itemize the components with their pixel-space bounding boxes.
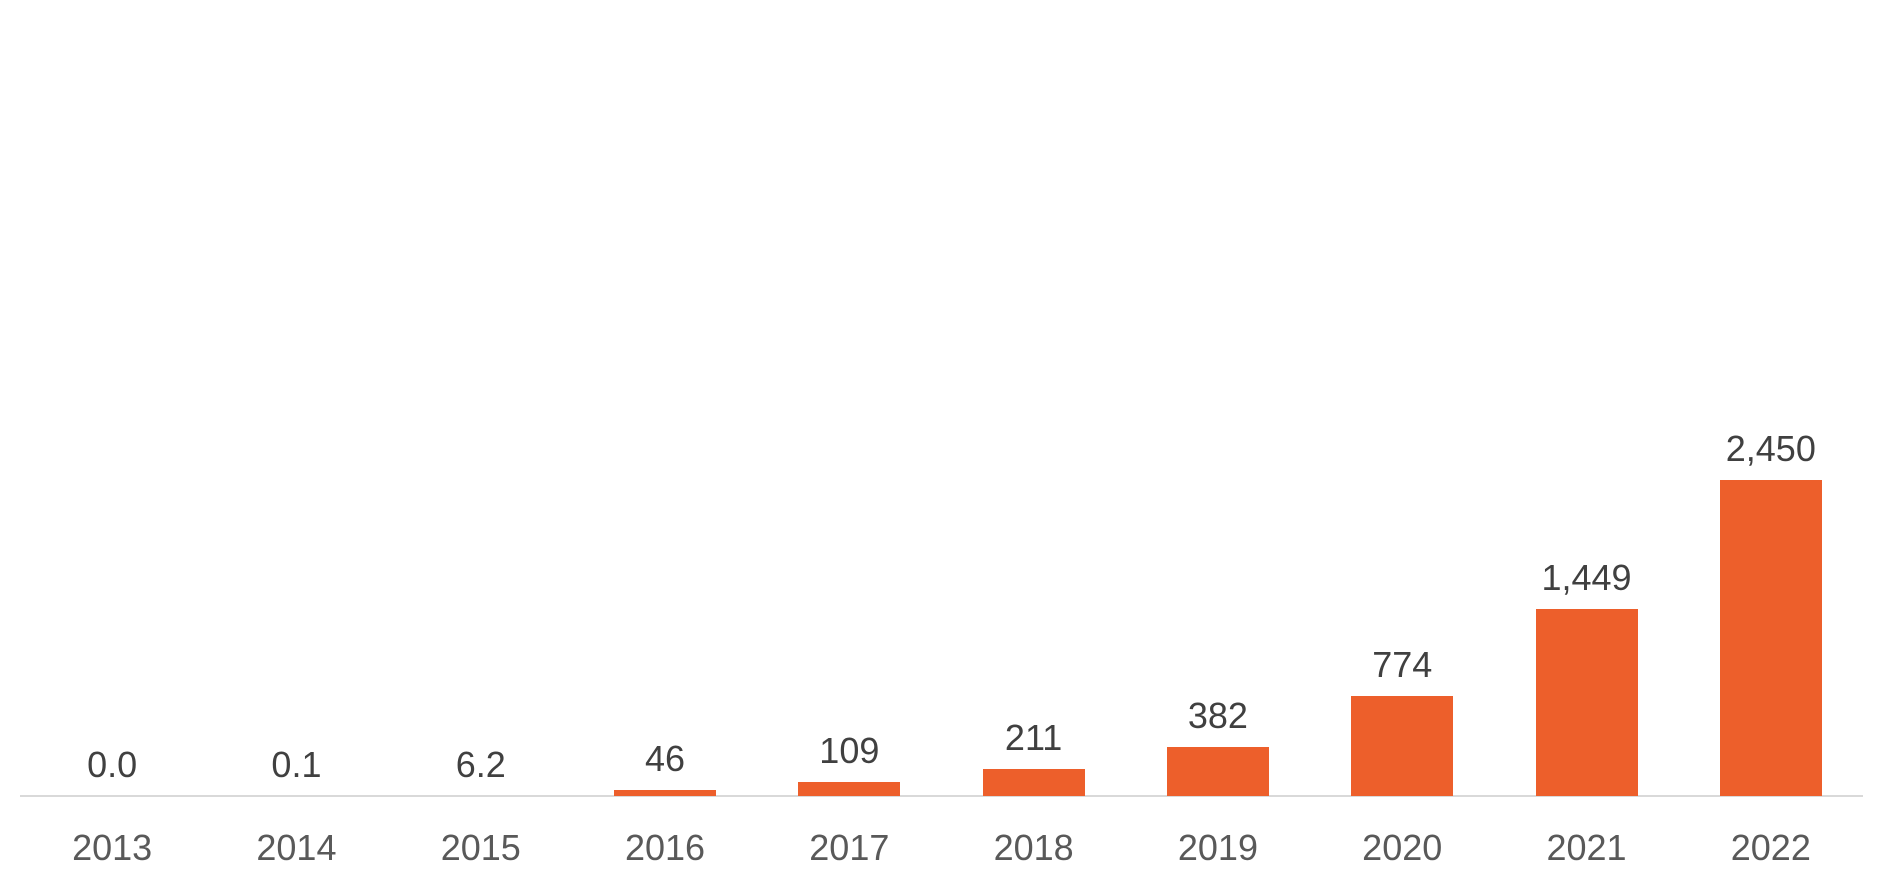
chart-column: 0.1 2014 xyxy=(204,0,388,889)
value-label: 46 xyxy=(645,737,686,779)
x-axis-category-label: 2013 xyxy=(72,827,153,868)
value-label: 109 xyxy=(819,729,880,771)
chart-column: 2,450 2022 xyxy=(1679,0,1863,889)
x-axis-category-label: 2014 xyxy=(256,827,337,868)
chart-column: 774 2020 xyxy=(1310,0,1494,889)
value-label: 0.0 xyxy=(87,743,138,785)
chart-column: 211 2018 xyxy=(941,0,1125,889)
bar xyxy=(1166,746,1269,796)
chart-column: 46 2016 xyxy=(573,0,757,889)
bar xyxy=(1535,609,1638,796)
value-label: 1,449 xyxy=(1541,556,1632,598)
bar xyxy=(1351,696,1454,796)
value-label: 0.1 xyxy=(271,743,322,785)
x-axis-category-label: 2017 xyxy=(809,827,890,868)
bar xyxy=(614,790,717,796)
x-axis-category-label: 2022 xyxy=(1730,827,1811,868)
chart-column: 109 2017 xyxy=(757,0,941,889)
chart-column: 382 2019 xyxy=(1126,0,1310,889)
chart-column: 1,449 2021 xyxy=(1494,0,1678,889)
bar xyxy=(798,781,901,796)
value-label: 774 xyxy=(1372,644,1433,686)
x-axis-line xyxy=(20,795,1863,797)
x-axis-category-label: 2018 xyxy=(993,827,1074,868)
value-label: 211 xyxy=(1004,716,1063,758)
chart-column: 0.0 2013 xyxy=(20,0,204,889)
x-axis-category-label: 2016 xyxy=(624,827,706,868)
value-label: 382 xyxy=(1187,694,1248,736)
x-axis-category-label: 2019 xyxy=(1177,827,1258,868)
x-axis-category-label: 2020 xyxy=(1362,827,1443,868)
bar xyxy=(1719,480,1822,796)
chart-column: 6.2 2015 xyxy=(389,0,573,889)
chart-plot-area: 0.0 2013 0.1 2014 6.2 2015 46 2016 109 2017 211 201… xyxy=(20,0,1863,889)
bar xyxy=(982,768,1085,796)
x-axis-category-label: 2021 xyxy=(1546,827,1627,868)
x-axis-category-label: 2015 xyxy=(440,827,521,868)
value-label: 6.2 xyxy=(455,743,506,785)
value-label: 2,450 xyxy=(1725,427,1816,469)
